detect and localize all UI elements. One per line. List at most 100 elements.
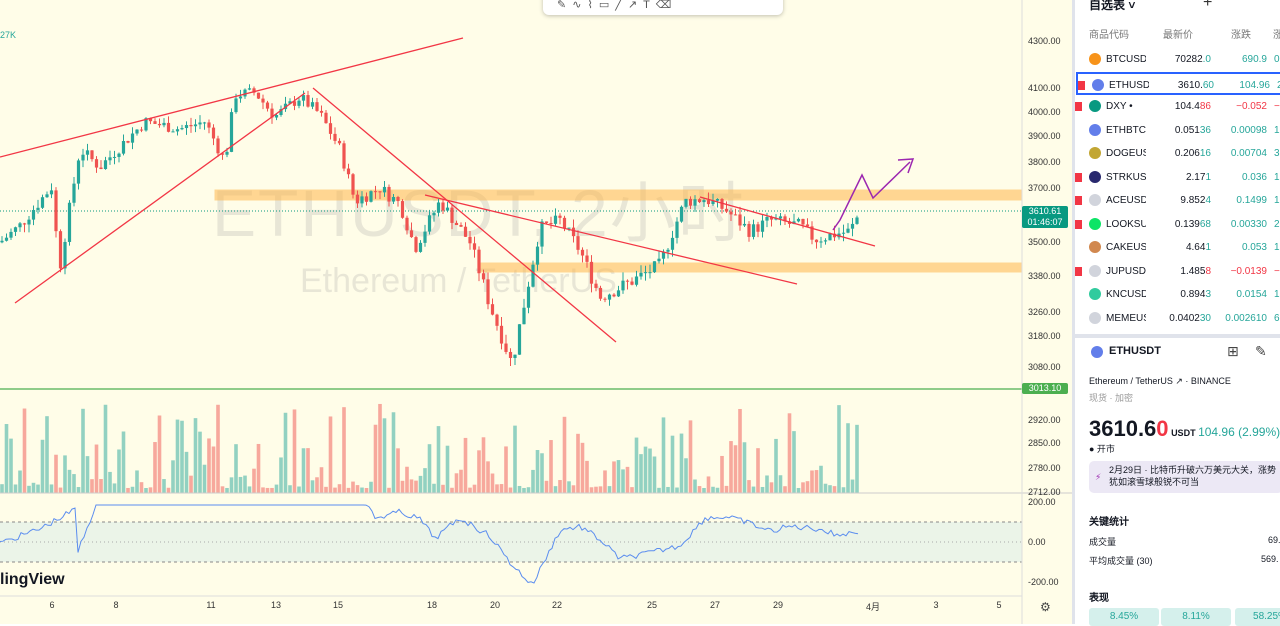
volume-bar [499, 484, 504, 493]
volume-bar [594, 486, 598, 493]
volume-bar [360, 487, 364, 493]
perf-1m[interactable]: 8.11% [1161, 608, 1231, 626]
volume-bar [202, 464, 207, 493]
col-symbol[interactable]: 商品代码 [1089, 30, 1129, 41]
watchlist-row[interactable]: ACEUSD 9.8524 0.1499 1. [1075, 189, 1280, 212]
flag-icon[interactable] [1075, 172, 1082, 182]
flag-icon[interactable] [1075, 266, 1082, 276]
time-label: 5 [996, 600, 1002, 610]
col-pct[interactable]: 涨 [1273, 30, 1280, 41]
grid-icon[interactable]: ⊞ [1227, 343, 1239, 359]
watchlist-row[interactable]: DOGEUSD 0.20616 0.00704 3. [1075, 142, 1280, 165]
candle-body [675, 221, 679, 238]
flag-icon[interactable] [1078, 80, 1085, 90]
volume-bar [418, 475, 423, 493]
flag-icon[interactable] [1075, 196, 1082, 205]
time-label: 18 [426, 600, 438, 610]
volume-bar [292, 409, 297, 493]
volume-bar [513, 425, 517, 493]
candle-body [382, 186, 387, 193]
candle-body [603, 298, 607, 300]
volume-bar [495, 484, 499, 493]
volume-bar [216, 404, 220, 493]
watchlist-row[interactable]: ETHUSD 3610.60 104.96 2. [1076, 71, 1280, 95]
watchlist-row[interactable]: STRKUSD 2.171 0.036 1. [1075, 166, 1280, 189]
candle-body [54, 190, 58, 232]
candle-body [409, 230, 414, 238]
candle-body [310, 102, 315, 107]
watchlist-row[interactable]: JUPUSD 1.4858 −0.0139 −0. [1075, 260, 1280, 283]
candle-body [351, 174, 355, 195]
volume-bar [454, 473, 459, 493]
symbol-icon [1089, 170, 1101, 183]
watchlist-row[interactable]: ETHBTC 0.05136 0.00098 1. [1075, 119, 1280, 142]
volume-bar [315, 477, 319, 493]
candle-body [702, 200, 706, 203]
add-symbol-icon[interactable]: + [1203, 0, 1213, 11]
col-price[interactable]: 最新价 [1163, 30, 1193, 41]
price-label: 3700.00 [1028, 182, 1061, 193]
volume-bar [58, 487, 63, 493]
col-change[interactable]: 涨跌 [1231, 30, 1251, 41]
candle-body [616, 290, 621, 297]
volume-bar [796, 487, 801, 493]
news-banner[interactable]: ⚡ 2月29日 · 比特币升破六万美元大关，涨势犹如滚雪球般锐不可当 [1089, 461, 1280, 493]
candle-body [567, 227, 571, 229]
candle-body [706, 200, 711, 205]
candle-body [688, 198, 693, 206]
line-icon[interactable]: ╱ [615, 0, 622, 11]
watchlist-row[interactable]: KNCUSD 0.8943 0.0154 1. [1075, 283, 1280, 306]
volume-bar [837, 405, 841, 493]
candle-body [405, 217, 409, 231]
candle-body [454, 222, 459, 226]
pen-icon[interactable]: ✎ [557, 0, 567, 11]
volume-bar [490, 473, 495, 493]
watchlist-row[interactable]: CAKEUSD 4.641 0.053 1. [1075, 236, 1280, 259]
path-icon[interactable]: ∿ [572, 0, 582, 11]
chart-area[interactable]: ETHUSDT, 2小时 Ethereum / TetherUS 27K ✎ ∿ ⌇… [0, 0, 1072, 624]
volume-bar [117, 449, 121, 493]
perf-3m[interactable]: 58.25% [1235, 608, 1280, 626]
candle-body [508, 351, 513, 358]
last-price: 0.05136 [1174, 124, 1211, 136]
last-price: 1.4858 [1180, 265, 1211, 277]
eraser-icon[interactable]: ⌫ [655, 0, 672, 11]
flag-icon[interactable] [1075, 219, 1082, 229]
settings-gear-icon[interactable]: ⚙ [1040, 600, 1051, 614]
candle-body [796, 218, 801, 222]
candle-body [369, 191, 373, 202]
tradingview-logo[interactable]: lingView [0, 571, 65, 588]
flag-icon[interactable] [1075, 102, 1082, 111]
volume-bar [162, 479, 166, 493]
candle-body [337, 140, 342, 144]
edit-icon[interactable]: ✎ [1255, 343, 1267, 359]
volume-bar [540, 453, 544, 493]
watchlist-row[interactable]: LOOKSUSD 0.13968 0.00330 2. [1075, 213, 1280, 236]
volume-bar [742, 442, 747, 493]
watchlist-row[interactable]: BTCUSD 70282.0 690.9 0. [1075, 48, 1280, 71]
perf-1w[interactable]: 8.45% [1089, 608, 1159, 626]
candle-body [693, 199, 697, 206]
volume-bar [333, 487, 337, 493]
change-pct: −0. [1274, 101, 1280, 112]
watchlist-row[interactable]: DXY • 104.486 −0.052 −0. [1075, 95, 1280, 118]
volume-bar [306, 448, 310, 493]
price-chart[interactable] [0, 0, 1072, 624]
arrow-icon[interactable]: ↗ [627, 0, 638, 11]
price-axis[interactable]: 4300.00 4100.00 4000.00 3900.00 3800.00 3700.… [1022, 0, 1072, 600]
symbol: ACEUSD [1106, 195, 1146, 206]
brush-icon[interactable]: ⌇ [587, 0, 593, 11]
candle-body [58, 231, 63, 269]
watchlist-title[interactable]: 自选表 ˅ [1089, 0, 1136, 12]
detail-name[interactable]: Ethereum / TetherUS ↗ · BINANCE [1089, 376, 1231, 386]
symbol: LOOKSUSD [1106, 218, 1146, 230]
candle-body [189, 125, 193, 127]
text-icon[interactable]: T [643, 0, 650, 11]
volume-bar [355, 485, 360, 493]
volume-bar [400, 480, 405, 493]
last-price: 0.040230 [1169, 312, 1211, 324]
watchlist-row[interactable]: MEMEUSD 0.040230 0.002610 6. [1075, 307, 1280, 330]
rectangle-icon[interactable]: ▭ [598, 0, 610, 11]
volume-bar [13, 484, 18, 493]
change-pct: 2. [1277, 79, 1280, 91]
